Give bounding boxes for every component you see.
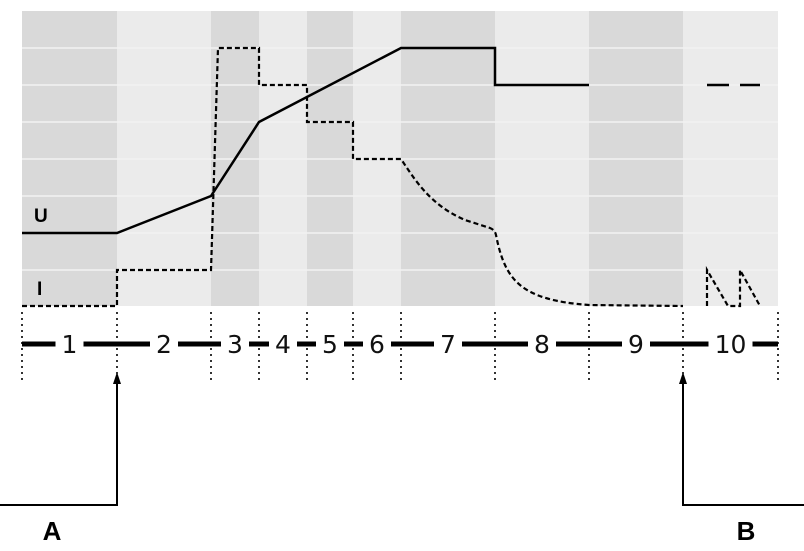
- marker-a-label: A: [43, 516, 62, 546]
- marker-b-label: B: [737, 516, 756, 546]
- phase-timeline: 1 2 3 4 5 6 7 8 9 10: [21, 312, 779, 380]
- arrowhead-icon: [113, 372, 121, 384]
- current-label: I: [37, 279, 42, 300]
- voltage-curve: [22, 46, 589, 235]
- current-curve: [22, 46, 761, 308]
- phase-label-6: 6: [369, 330, 385, 359]
- phase-label-7: 7: [440, 330, 456, 359]
- arrowhead-icon: [679, 372, 687, 384]
- phase-label-8: 8: [534, 330, 550, 359]
- marker-a-arrow: [0, 380, 118, 506]
- phase-label-2: 2: [156, 330, 172, 359]
- phase-label-5: 5: [322, 330, 338, 359]
- phase-label-3: 3: [227, 330, 243, 359]
- phase-label-10: 10: [715, 330, 747, 359]
- phase-label-4: 4: [275, 330, 291, 359]
- voltage-label: U: [34, 206, 48, 227]
- phase-label-9: 9: [628, 330, 644, 359]
- phase-label-1: 1: [62, 330, 78, 359]
- marker-b-arrow: [682, 380, 804, 506]
